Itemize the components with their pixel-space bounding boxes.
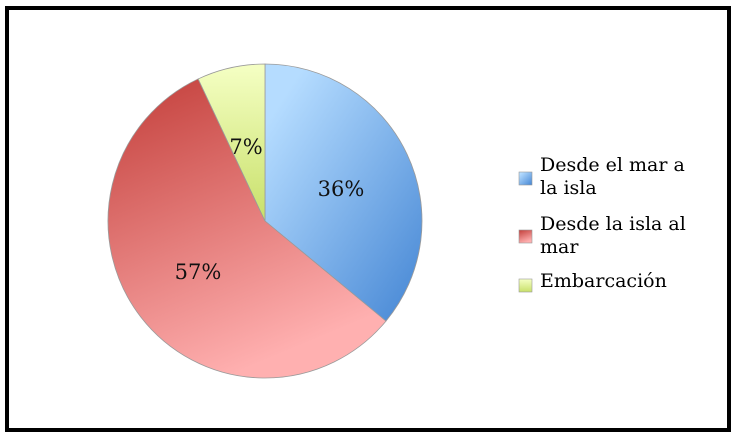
legend-label-desde-la-isla-al-mar-line-2: mar [540, 236, 579, 258]
legend-item-embarcacion: Embarcación [518, 270, 667, 293]
data-label-embarcacion: 7% [229, 135, 262, 159]
data-label-desde-el-mar-a-la-isla: 36% [318, 177, 365, 201]
slice-labels: 36% 57% 7% [175, 135, 365, 284]
pie-slice-desde-la-isla-al-mar [107, 78, 387, 379]
legend-swatch-embarcacion [518, 278, 533, 293]
legend-label-embarcacion-line-1: Embarcación [540, 270, 667, 292]
legend: Desde el mar ala isla Desde la isla almar… [518, 154, 686, 293]
legend-swatch-desde-el-mar-a-la-isla [518, 171, 533, 186]
legend-item-desde-el-mar-a-la-isla: Desde el mar ala isla [518, 154, 685, 199]
data-label-desde-la-isla-al-mar: 57% [175, 260, 222, 284]
pie-slice-embarcacion [197, 63, 266, 222]
legend-label-desde-la-isla-al-mar-line-1: Desde la isla al [540, 213, 686, 235]
pie-slices [107, 63, 423, 379]
pie-slice-desde-el-mar-a-la-isla [264, 63, 423, 322]
legend-label-desde-el-mar-a-la-isla-line-2: la isla [540, 177, 597, 199]
legend-label-desde-el-mar-a-la-isla-line-1: Desde el mar a [540, 154, 685, 176]
legend-swatch-desde-la-isla-al-mar [518, 229, 533, 244]
